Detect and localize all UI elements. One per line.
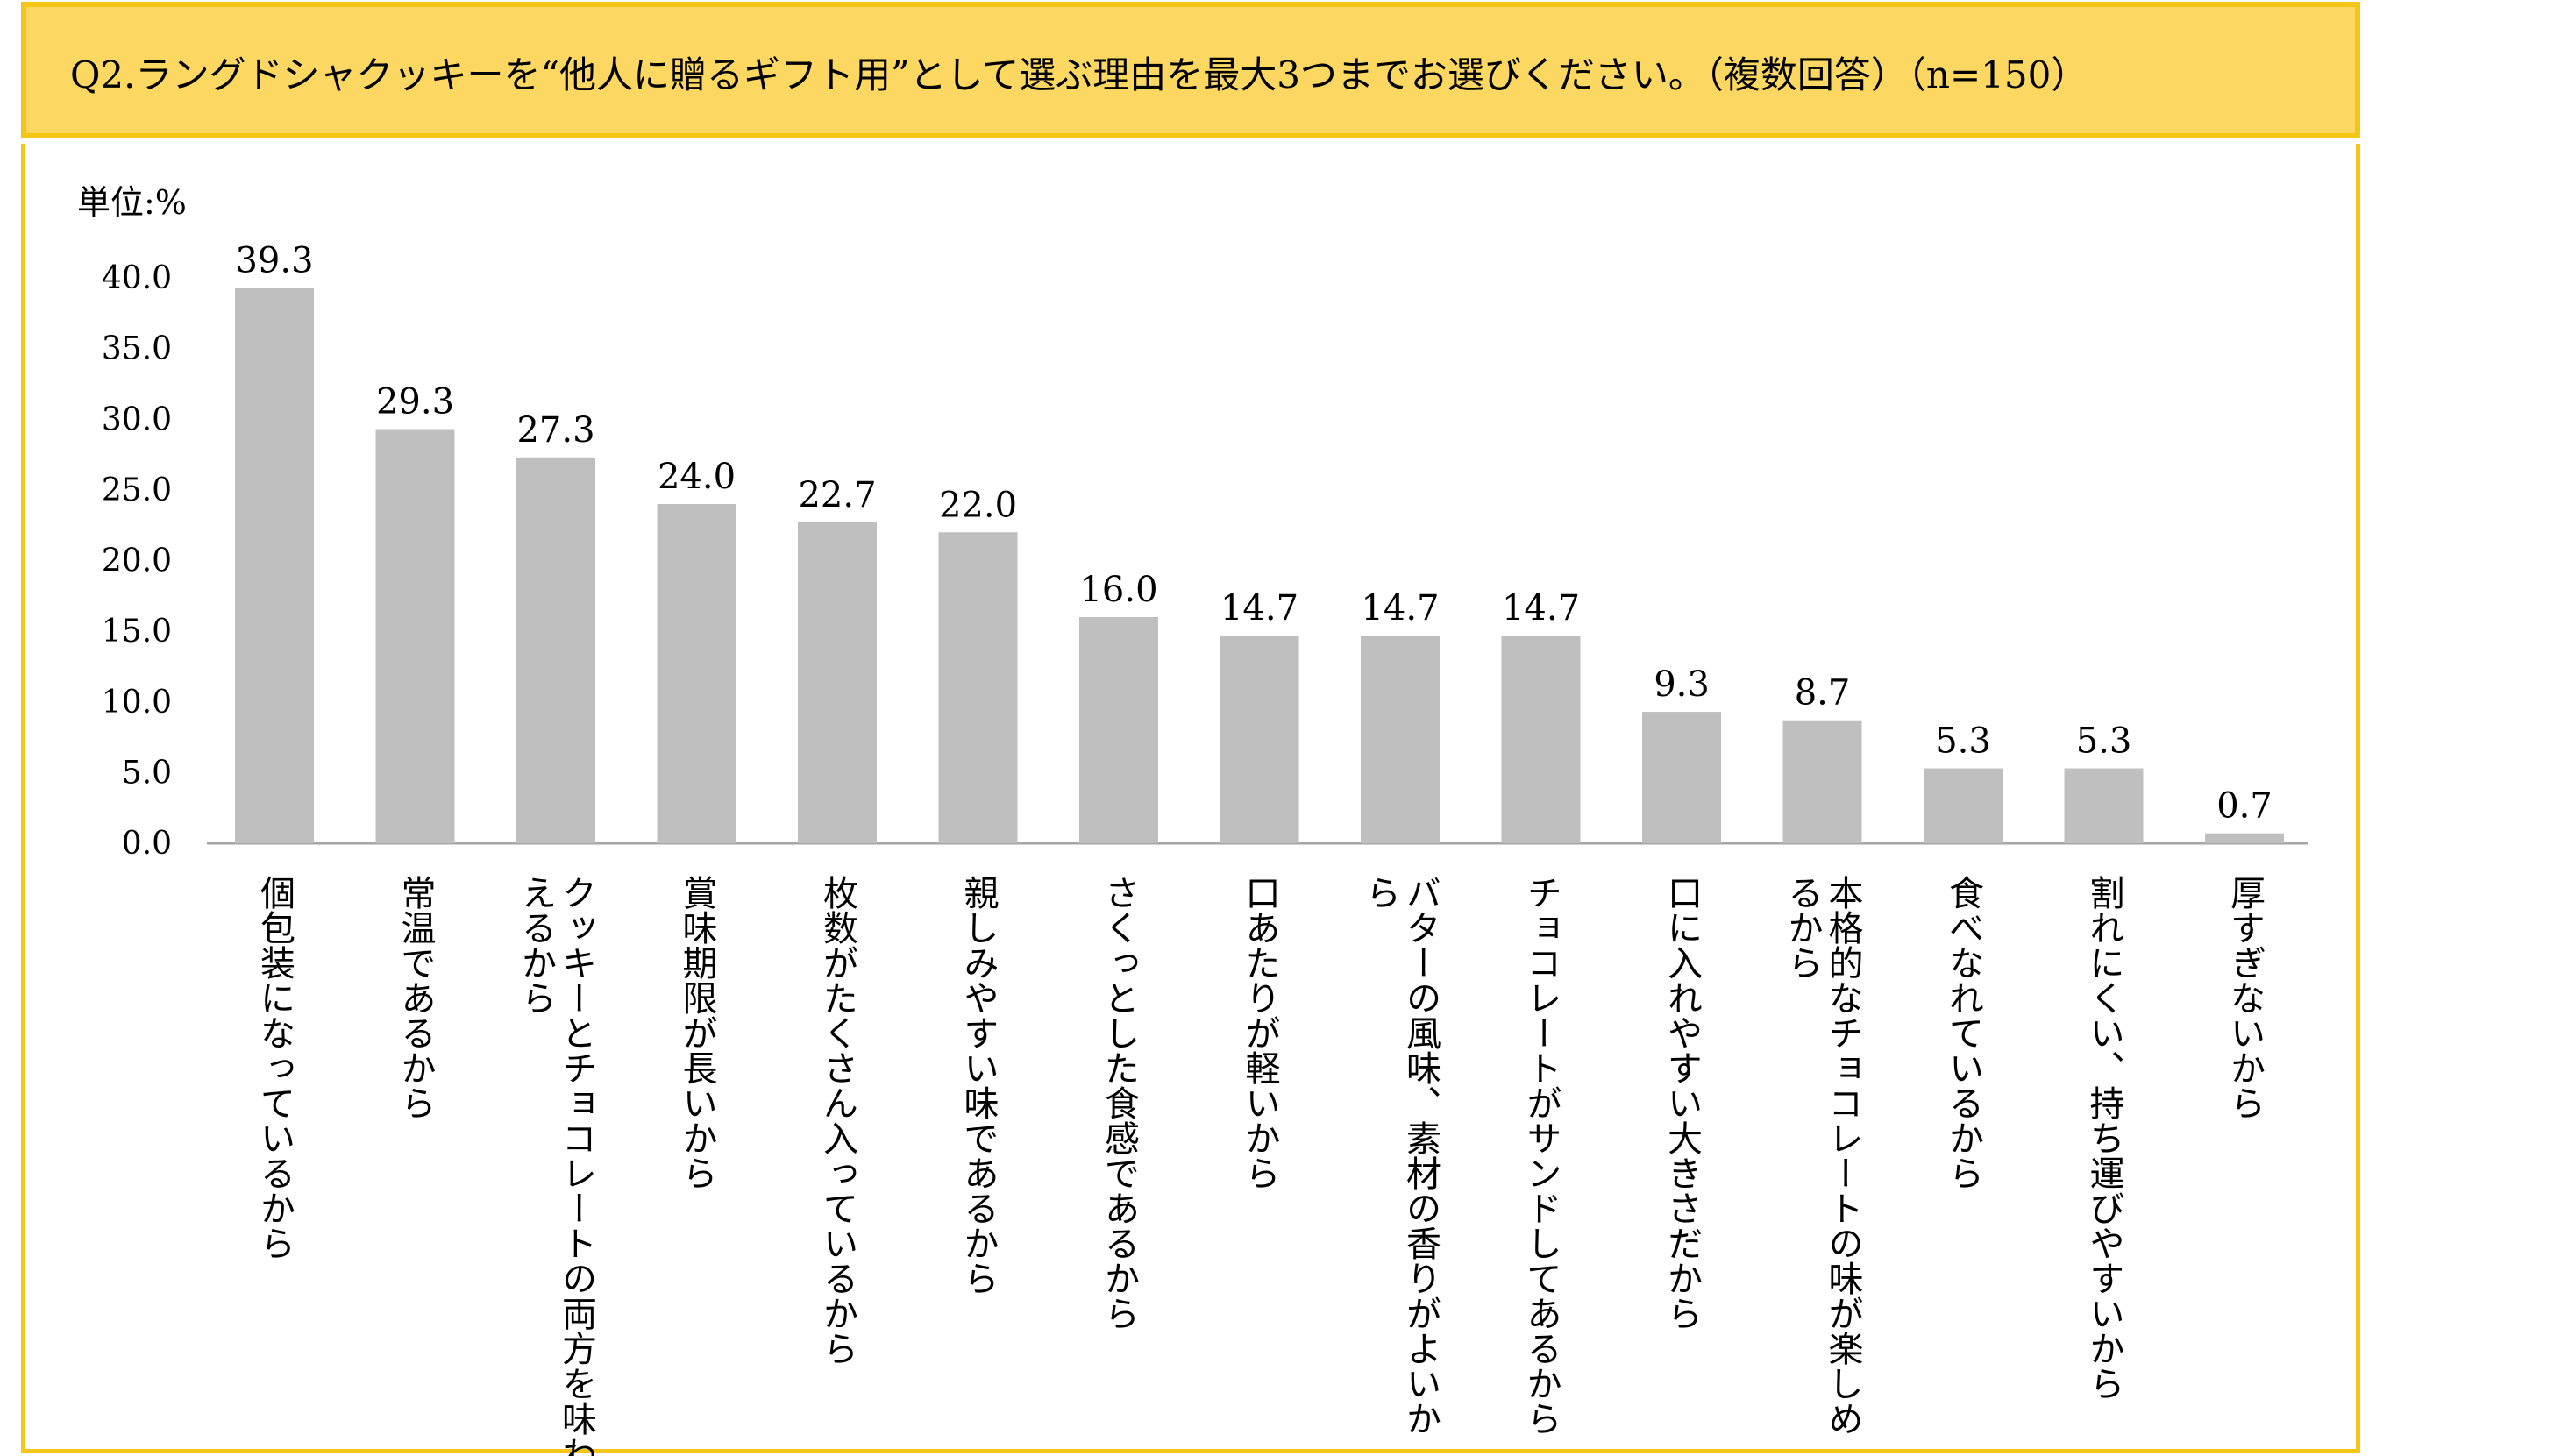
bar (2205, 833, 2284, 843)
bar (2064, 768, 2144, 843)
y-tick-label: 35.0 (102, 331, 172, 367)
category-label: クッキーとチョコレートの両方を味わ (556, 875, 596, 1456)
bar (375, 429, 455, 843)
value-label: 27.3 (516, 410, 594, 451)
value-label: 14.7 (1361, 588, 1439, 629)
category-label: 賞味期限が長いから (677, 875, 717, 1190)
y-tick-label: 30.0 (102, 401, 172, 437)
bar (516, 457, 595, 843)
category-label: 厚すぎないから (2224, 875, 2265, 1120)
y-tick-label: 25.0 (102, 472, 172, 508)
value-label: 39.3 (235, 240, 313, 281)
bar (1079, 617, 1158, 843)
bar (1924, 768, 2003, 843)
category-label: 割れにくい、持ち運びやすいから (2084, 875, 2124, 1401)
bar (798, 522, 877, 843)
value-label: 5.3 (2076, 721, 2132, 762)
category-label: 親しみやすい味であるから (958, 875, 999, 1296)
y-tick-label: 10.0 (102, 685, 172, 721)
value-label: 16.0 (1079, 570, 1157, 610)
unit-label: 単位:% (77, 183, 187, 222)
bar (235, 288, 314, 844)
y-tick-label: 0.0 (122, 826, 172, 862)
value-label: 14.7 (1502, 588, 1580, 629)
value-label: 0.7 (2216, 786, 2273, 827)
value-label: 29.3 (376, 382, 454, 423)
category-label: ら (1360, 875, 1400, 910)
value-label: 22.7 (798, 475, 876, 515)
chart-title: Q2.ラングドシャクッキーを“他人に贈るギフト用”として選ぶ理由を最大3つまでお… (70, 53, 2088, 96)
category-label: バターの風味、素材の香りがよいか (1400, 875, 1441, 1436)
value-label: 8.7 (1795, 673, 1851, 714)
value-label: 14.7 (1220, 588, 1298, 629)
category-label: 個包装になっているから (254, 875, 295, 1261)
bar (1782, 720, 1862, 843)
category-label: 口あたりが軽いから (1240, 875, 1280, 1190)
title-box: Q2.ラングドシャクッキーを“他人に贈るギフト用”として選ぶ理由を最大3つまでお… (21, 2, 2360, 138)
y-tick-label: 40.0 (102, 260, 172, 296)
category-label: 枚数がたくさん入っているから (817, 875, 857, 1366)
y-tick-label: 5.0 (122, 755, 172, 791)
category-label: 口に入れやすい大きさだから (1661, 875, 1702, 1331)
bar (1501, 635, 1581, 843)
value-label: 24.0 (658, 457, 736, 497)
y-tick-label: 20.0 (102, 543, 172, 579)
bar (1220, 635, 1299, 843)
category-label: チョコレートがサンドしてあるから (1521, 875, 1561, 1436)
category-label: えるから (516, 875, 556, 1015)
value-label: 22.0 (939, 485, 1017, 525)
value-label: 5.3 (1935, 721, 1991, 762)
bar (657, 504, 736, 843)
category-label: 食べなれているから (1943, 875, 1983, 1190)
bar (1361, 635, 1440, 843)
bar (1642, 712, 1721, 843)
bar (938, 532, 1018, 843)
y-tick-label: 15.0 (102, 614, 172, 650)
category-label: 常温であるから (395, 875, 436, 1120)
value-label: 9.3 (1654, 664, 1710, 705)
category-label: るから (1782, 875, 1823, 980)
category-label: 本格的なチョコレートの味が楽しめ (1823, 875, 1863, 1436)
category-label: さくっとした食感であるから (1099, 875, 1139, 1331)
